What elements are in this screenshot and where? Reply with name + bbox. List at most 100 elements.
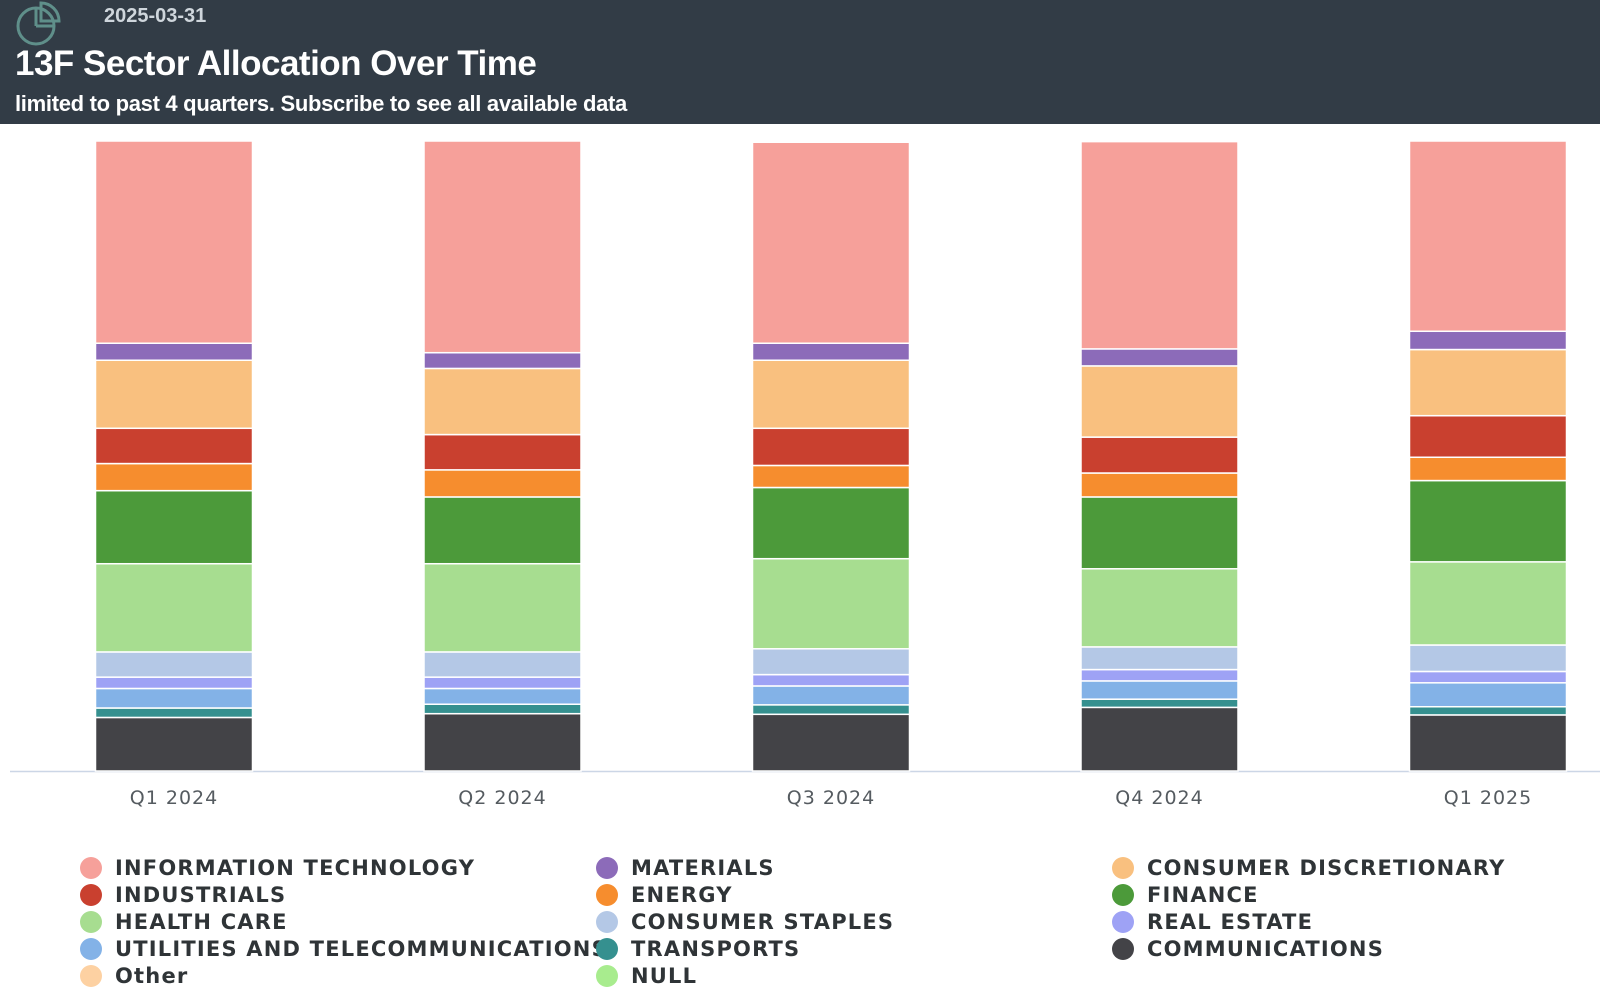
page-subtitle: limited to past 4 quarters. Subscribe to… bbox=[15, 91, 627, 116]
bar-segment-health-care-q1-2024[interactable]: HEALTH CARE Q1 2024: 14% bbox=[94, 562, 254, 653]
bar-segment-real-estate-q3-2024[interactable]: REAL ESTATE Q3 2024: 1.8% bbox=[751, 673, 911, 687]
bar-segment-consumer-discretionary-q1-2025[interactable]: CONSUMER DISCRETIONARY Q1 2025: 10.5% bbox=[1408, 348, 1568, 417]
legend-dot-icon bbox=[80, 964, 102, 987]
chart-legend: INFORMATION TECHNOLOGY MATERIALS CONSUMER … bbox=[80, 855, 1582, 988]
bar-segment-energy-q1-2025[interactable]: ENERGY Q1 2025: 3.7% bbox=[1408, 456, 1568, 482]
bar-segment-finance-q3-2024[interactable]: FINANCE Q3 2024: 11.3% bbox=[751, 486, 911, 560]
bar-segment-materials-q1-2024[interactable]: MATERIALS Q1 2024: 2.7% bbox=[94, 342, 254, 361]
bar-segment-materials-q4-2024[interactable]: MATERIALS Q4 2024: 2.7% bbox=[1080, 348, 1239, 367]
bar-segment-consumer-staples-q2-2024[interactable]: CONSUMER STAPLES Q2 2024: 4% bbox=[423, 651, 582, 678]
legend-item-health-care[interactable]: HEALTH CARE bbox=[80, 909, 596, 934]
bar-segment-industrials-q3-2024[interactable]: INDUSTRIALS Q3 2024: 5.9% bbox=[751, 427, 911, 467]
legend-item-communications[interactable]: COMMUNICATIONS bbox=[1112, 936, 1582, 961]
bar-segment-finance-q4-2024[interactable]: FINANCE Q4 2024: 11.4% bbox=[1080, 496, 1239, 570]
legend-item-transports[interactable]: TRANSPORTS bbox=[596, 937, 1112, 961]
bar-segment-health-care-q2-2024[interactable]: HEALTH CARE Q2 2024: 14% bbox=[423, 562, 582, 653]
bar-segment-real-estate-q1-2024[interactable]: REAL ESTATE Q1 2024: 1.8% bbox=[94, 676, 254, 690]
bar-segment-health-care-q4-2024[interactable]: HEALTH CARE Q4 2024: 12.4% bbox=[1080, 568, 1239, 648]
legend-label: COMMUNICATIONS bbox=[1147, 936, 1385, 961]
bar-segment-transports-q1-2025[interactable]: TRANSPORTS Q1 2025: 1.3% bbox=[1408, 705, 1568, 716]
bar-segment-finance-q1-2025[interactable]: FINANCE Q1 2025: 12.9% bbox=[1408, 479, 1568, 563]
legend-item-consumer-staples[interactable]: CONSUMER STAPLES bbox=[596, 910, 1112, 934]
bar-segment-utilities-and-telecommunications-q1-2025[interactable]: UTILITIES AND TELECOMMUNICATIONS Q1 2025… bbox=[1408, 682, 1568, 708]
bar-segment-materials-q2-2024[interactable]: MATERIALS Q2 2024: 2.5% bbox=[423, 351, 582, 370]
bar-segment-communications-q1-2025[interactable]: COMMUNICATIONS Q1 2025: 8.9% bbox=[1408, 714, 1568, 772]
bar-segment-energy-q4-2024[interactable]: ENERGY Q4 2024: 3.8% bbox=[1080, 472, 1239, 498]
legend-dot-icon bbox=[1112, 883, 1134, 906]
bar-segment-information-technology-q3-2024[interactable]: INFORMATION TECHNOLOGY Q3 2024: 31.9% bbox=[751, 141, 911, 344]
legend-label: HEALTH CARE bbox=[115, 909, 288, 934]
legend-label: INDUSTRIALS bbox=[115, 882, 287, 907]
legend-item-industrials[interactable]: INDUSTRIALS bbox=[80, 882, 596, 907]
legend-item-energy[interactable]: ENERGY bbox=[596, 882, 1112, 907]
bar-segment-utilities-and-telecommunications-q1-2024[interactable]: UTILITIES AND TELECOMMUNICATIONS Q1 2024… bbox=[94, 687, 254, 709]
legend-label: INFORMATION TECHNOLOGY bbox=[115, 855, 476, 880]
bar-segment-materials-q1-2025[interactable]: MATERIALS Q1 2025: 2.9% bbox=[1408, 330, 1568, 351]
bar-segment-information-technology-q1-2025[interactable]: INFORMATION TECHNOLOGY Q1 2025: 30.2% bbox=[1408, 140, 1568, 333]
bar-segment-utilities-and-telecommunications-q3-2024[interactable]: UTILITIES AND TELECOMMUNICATIONS Q3 2024… bbox=[751, 685, 911, 706]
bar-segment-industrials-q4-2024[interactable]: INDUSTRIALS Q4 2024: 5.7% bbox=[1080, 436, 1239, 474]
legend-label: NULL bbox=[631, 963, 698, 988]
bar-segment-materials-q3-2024[interactable]: MATERIALS Q3 2024: 2.7% bbox=[751, 342, 911, 361]
legend-dot-icon bbox=[80, 856, 102, 879]
x-tick-label: Q4 2024 bbox=[1115, 787, 1203, 809]
bar-segment-utilities-and-telecommunications-q2-2024[interactable]: UTILITIES AND TELECOMMUNICATIONS Q2 2024… bbox=[423, 687, 582, 705]
legend-item-information-technology[interactable]: INFORMATION TECHNOLOGY bbox=[80, 855, 596, 880]
bar-segment-energy-q2-2024[interactable]: ENERGY Q2 2024: 4.3% bbox=[423, 469, 582, 498]
bar-segment-consumer-discretionary-q2-2024[interactable]: CONSUMER DISCRETIONARY Q2 2024: 10.5% bbox=[423, 367, 582, 436]
bar-segment-industrials-q1-2025[interactable]: INDUSTRIALS Q1 2025: 6.6% bbox=[1408, 414, 1568, 459]
bar-segment-consumer-staples-q1-2025[interactable]: CONSUMER STAPLES Q1 2025: 4.2% bbox=[1408, 644, 1568, 673]
legend-item-materials[interactable]: MATERIALS bbox=[596, 855, 1112, 880]
legend-item-null[interactable]: NULL bbox=[596, 963, 1112, 988]
bar-segment-communications-q1-2024[interactable]: COMMUNICATIONS Q1 2024: 8.5% bbox=[94, 716, 254, 772]
legend-dot-icon bbox=[1112, 937, 1134, 960]
bar-segment-consumer-staples-q3-2024[interactable]: CONSUMER STAPLES Q3 2024: 4.1% bbox=[751, 648, 911, 676]
legend-label: ENERGY bbox=[631, 882, 733, 907]
legend-item-utilities-and-telecommunications[interactable]: UTILITIES AND TELECOMMUNICATIONS bbox=[80, 937, 607, 961]
bar-segment-real-estate-q1-2025[interactable]: REAL ESTATE Q1 2025: 1.8% bbox=[1408, 670, 1568, 684]
bar-segment-energy-q1-2024[interactable]: ENERGY Q1 2024: 4.3% bbox=[94, 462, 254, 492]
page-title: 13F Sector Allocation Over Time bbox=[15, 44, 537, 83]
legend-item-real-estate[interactable]: REAL ESTATE bbox=[1112, 910, 1582, 934]
bar-segment-communications-q3-2024[interactable]: COMMUNICATIONS Q3 2024: 9% bbox=[751, 713, 911, 772]
bar-segment-consumer-discretionary-q4-2024[interactable]: CONSUMER DISCRETIONARY Q4 2024: 11.3% bbox=[1080, 365, 1239, 438]
bar-segment-transports-q2-2024[interactable]: TRANSPORTS Q2 2024: 1.5% bbox=[423, 703, 582, 715]
pie-chart-icon bbox=[16, 1, 61, 46]
legend-dot-icon bbox=[80, 910, 102, 933]
bar-segment-finance-q2-2024[interactable]: FINANCE Q2 2024: 10.6% bbox=[423, 496, 582, 565]
bar-segment-communications-q4-2024[interactable]: COMMUNICATIONS Q4 2024: 10.1% bbox=[1080, 706, 1239, 772]
x-tick-label: Q2 2024 bbox=[458, 787, 546, 809]
chart-header: 2025-03-31 13F Sector Allocation Over Ti… bbox=[0, 0, 1600, 124]
bar-segment-consumer-discretionary-q3-2024[interactable]: CONSUMER DISCRETIONARY Q3 2024: 10.8% bbox=[751, 359, 911, 430]
legend-dot-icon bbox=[596, 964, 618, 987]
bar-segment-energy-q3-2024[interactable]: ENERGY Q3 2024: 3.5% bbox=[751, 464, 911, 489]
legend-dot-icon bbox=[1112, 910, 1134, 933]
bar-segment-transports-q1-2024[interactable]: TRANSPORTS Q1 2024: 1.5% bbox=[94, 707, 254, 719]
bar-segment-communications-q2-2024[interactable]: COMMUNICATIONS Q2 2024: 9.1% bbox=[423, 712, 582, 772]
bar-segment-consumer-staples-q1-2024[interactable]: CONSUMER STAPLES Q1 2024: 4% bbox=[94, 651, 254, 678]
bar-segment-real-estate-q2-2024[interactable]: REAL ESTATE Q2 2024: 1.8% bbox=[423, 676, 582, 690]
legend-label: UTILITIES AND TELECOMMUNICATIONS bbox=[115, 936, 608, 961]
legend-item-other[interactable]: Other bbox=[80, 964, 596, 988]
bar-segment-real-estate-q4-2024[interactable]: REAL ESTATE Q4 2024: 1.8% bbox=[1080, 668, 1239, 682]
bar-segment-finance-q1-2024[interactable]: FINANCE Q1 2024: 11.6% bbox=[94, 489, 254, 565]
bar-segment-transports-q4-2024[interactable]: TRANSPORTS Q4 2024: 1.3% bbox=[1080, 698, 1239, 709]
x-tick-label: Q1 2025 bbox=[1444, 787, 1532, 809]
bar-segment-industrials-q1-2024[interactable]: INDUSTRIALS Q1 2024: 5.6% bbox=[94, 427, 254, 465]
bar-segment-information-technology-q2-2024[interactable]: INFORMATION TECHNOLOGY Q2 2024: 33.6% bbox=[423, 140, 582, 354]
bar-segment-health-care-q3-2024[interactable]: HEALTH CARE Q3 2024: 14.3% bbox=[751, 557, 911, 650]
bar-segment-health-care-q1-2025[interactable]: HEALTH CARE Q1 2025: 13.2% bbox=[1408, 561, 1568, 646]
bar-segment-information-technology-q1-2024[interactable]: INFORMATION TECHNOLOGY Q1 2024: 32.1% bbox=[94, 140, 254, 344]
legend-label: CONSUMER DISCRETIONARY bbox=[1147, 855, 1506, 880]
bar-segment-information-technology-q4-2024[interactable]: INFORMATION TECHNOLOGY Q4 2024: 32.9% bbox=[1080, 140, 1239, 350]
legend-label: MATERIALS bbox=[631, 855, 775, 880]
legend-item-consumer-discretionary[interactable]: CONSUMER DISCRETIONARY bbox=[1112, 855, 1582, 880]
legend-dot-icon bbox=[596, 937, 618, 960]
bar-segment-utilities-and-telecommunications-q4-2024[interactable]: UTILITIES AND TELECOMMUNICATIONS Q4 2024… bbox=[1080, 680, 1239, 700]
bar-segment-transports-q3-2024[interactable]: TRANSPORTS Q3 2024: 1.5% bbox=[751, 704, 911, 716]
legend-item-finance[interactable]: FINANCE bbox=[1112, 883, 1582, 907]
legend-dot-icon bbox=[596, 856, 618, 879]
bar-segment-industrials-q2-2024[interactable]: INDUSTRIALS Q2 2024: 5.6% bbox=[423, 433, 582, 471]
bar-segment-consumer-staples-q4-2024[interactable]: CONSUMER STAPLES Q4 2024: 3.6% bbox=[1080, 646, 1239, 671]
bar-segment-consumer-discretionary-q1-2024[interactable]: CONSUMER DISCRETIONARY Q1 2024: 10.8% bbox=[94, 359, 254, 430]
